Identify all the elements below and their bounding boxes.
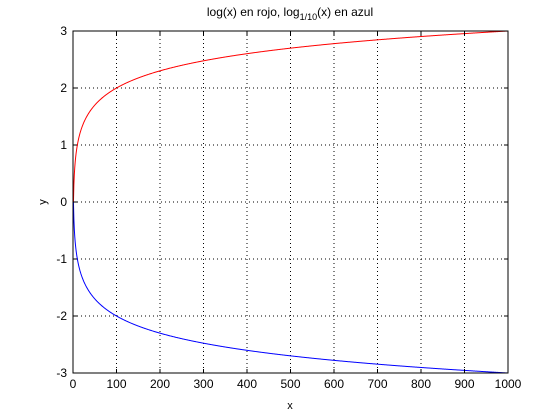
x-tick-label: 200: [150, 377, 170, 391]
x-tick-label: 1000: [495, 377, 522, 391]
x-tick-label: 400: [237, 377, 257, 391]
x-axis-label: x: [287, 400, 293, 412]
x-tick-label: 300: [193, 377, 213, 391]
x-tick-label: 900: [454, 377, 474, 391]
tick-labels: 0 100 200 300 400 500 600 700 800 900 1000 -3 -2 -1 0 1…: [56, 24, 521, 391]
chart-title-subscript: 1/10: [300, 12, 318, 22]
series-line-blue: [72, 201, 509, 374]
plot-area: 0 100 200 300 400 500 600 700 800 900 1000 -3 -2 -1 0 1…: [56, 24, 521, 391]
x-tick-label: 0: [70, 377, 77, 391]
chart-title-part2: (x) en azul: [317, 5, 373, 19]
ticks: [72, 30, 509, 374]
y-tick-label: 2: [60, 81, 67, 95]
x-tick-label: 100: [106, 377, 126, 391]
y-axis-label: y: [37, 199, 49, 205]
y-tick-label: 3: [60, 24, 67, 38]
y-tick-label: -3: [56, 366, 67, 380]
x-tick-label: 700: [367, 377, 387, 391]
plot-background: [73, 31, 508, 373]
y-tick-label: -1: [56, 252, 67, 266]
y-tick-label: 0: [60, 195, 67, 209]
series-group: [72, 30, 509, 374]
y-tick-label: 1: [60, 138, 67, 152]
series-line-red: [72, 30, 509, 203]
chart-title-part1: log(x) en rojo, log: [207, 5, 300, 19]
grid: [73, 31, 508, 373]
x-tick-label: 500: [280, 377, 300, 391]
y-tick-label: -2: [56, 309, 67, 323]
x-tick-label: 600: [324, 377, 344, 391]
chart-title: log(x) en rojo, log1/10(x) en azul: [207, 5, 373, 22]
x-tick-label: 800: [411, 377, 431, 391]
